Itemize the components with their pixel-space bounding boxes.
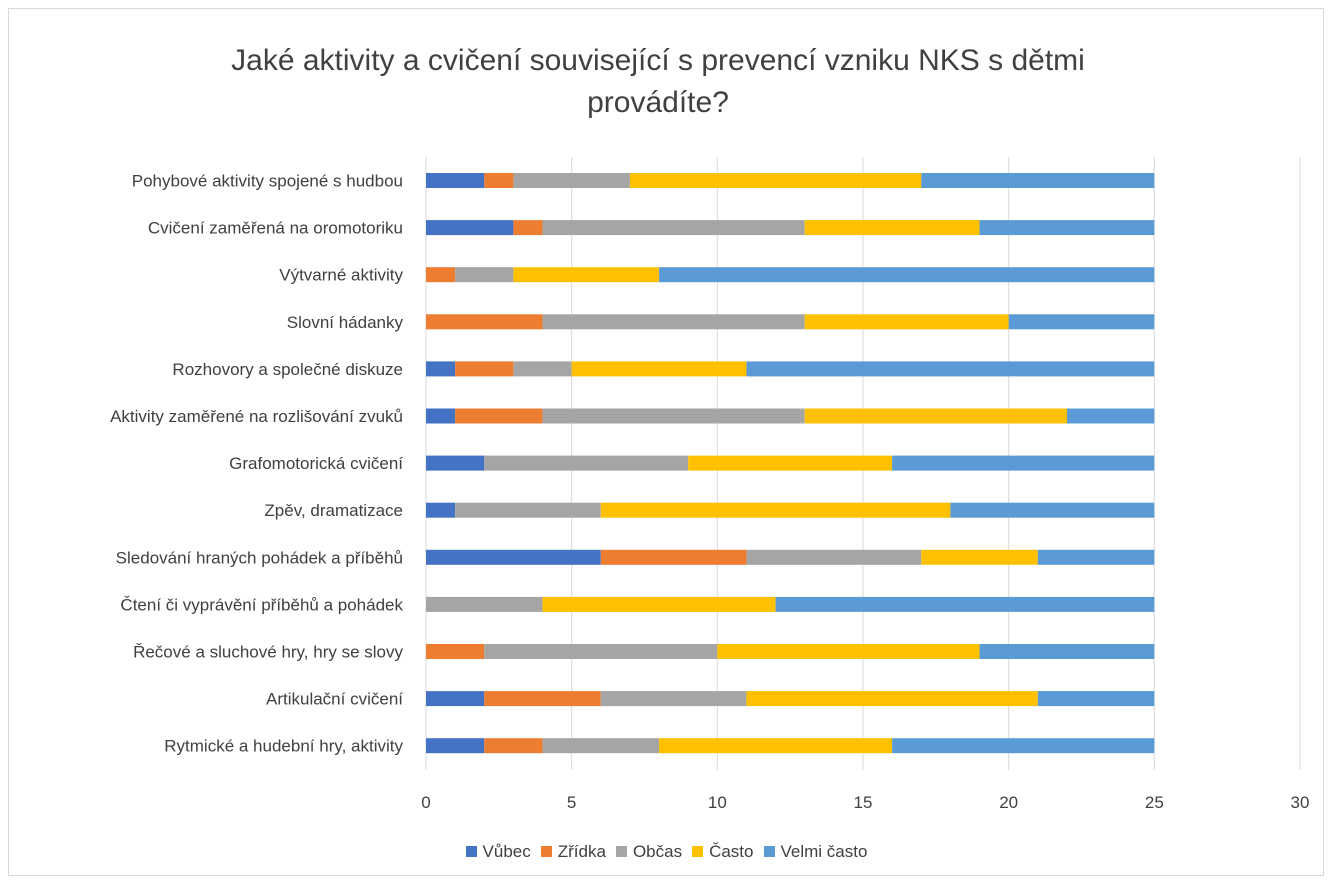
bar-segment (1008, 314, 1155, 330)
bar-segment (455, 502, 601, 518)
x-tick-label: 10 (708, 793, 727, 812)
bar-segment (921, 549, 1038, 565)
category-label: Řečové a sluchové hry, hry se slovy (133, 643, 403, 662)
legend-item: Často (692, 842, 754, 862)
chart-frame (8, 8, 1324, 876)
chart-legend: Vůbec Zřídka Občas Často Velmi často (0, 842, 1333, 862)
bar-segment (746, 549, 922, 565)
category-label: Sledování hraných pohádek a příběhů (116, 548, 403, 567)
bar-segment (542, 738, 660, 754)
bar-segment (892, 455, 1155, 471)
x-tick-label: 15 (854, 793, 873, 812)
bar-segment (426, 596, 543, 612)
bar-segment (688, 455, 893, 471)
category-label: Grafomotorická cvičení (229, 454, 403, 473)
category-label: Rozhovory a společné diskuze (172, 360, 403, 379)
legend-swatch (465, 846, 477, 857)
bar-segment (484, 173, 514, 188)
bar-segment (455, 361, 514, 377)
category-label: Rytmické a hudební hry, aktivity (164, 737, 403, 756)
bar-segment (513, 220, 543, 236)
bar-segment (426, 738, 485, 754)
legend-item: Vůbec (465, 842, 531, 862)
bar-segment (979, 644, 1155, 659)
legend-swatch (540, 846, 552, 857)
bar-segment (513, 267, 660, 283)
bar-segment (1037, 549, 1155, 565)
category-label: Aktivity zaměřené na rozlišování zvuků (110, 407, 403, 426)
bar-segment (513, 361, 572, 377)
category-label: Cvičení zaměřená na oromotoriku (148, 219, 403, 238)
bar-segment (426, 691, 485, 707)
bar-segment (426, 644, 485, 659)
bar-segment (1066, 408, 1155, 424)
legend-item: Zřídka (540, 842, 606, 862)
x-tick-label: 0 (421, 793, 430, 812)
bar-segment (746, 691, 1038, 707)
category-label: Zpěv, dramatizace (264, 501, 403, 520)
bar-segment (426, 549, 601, 565)
legend-item: Občas (615, 842, 683, 862)
bar-segment (717, 644, 980, 659)
legend-label: Velmi často (780, 842, 868, 861)
x-tick-label: 30 (1291, 793, 1310, 812)
bar-segment (950, 502, 1155, 518)
bar-segment (600, 549, 747, 565)
category-label: Výtvarné aktivity (279, 266, 403, 285)
chart-title: Jaké aktivity a cvičení související s pr… (0, 40, 1316, 124)
bar-segment (659, 267, 1155, 283)
bar-segment (426, 314, 543, 330)
bar-segment (571, 361, 747, 377)
category-label: Čtení či vyprávění příběhů a pohádek (120, 595, 403, 614)
bar-segment (746, 361, 1155, 377)
legend-swatch (692, 846, 704, 857)
bar-segment (426, 361, 456, 377)
bar-segment (455, 267, 514, 283)
bar-segment (979, 220, 1155, 236)
bar-segment (600, 691, 747, 707)
bar-segment (804, 314, 1009, 330)
legend-label: Vůbec (482, 842, 531, 861)
bar-segment (775, 596, 1155, 612)
category-label: Pohybové aktivity spojené s hudbou (132, 172, 403, 191)
bar-segment (426, 173, 485, 188)
legend-label: Občas (632, 842, 683, 861)
chart-title-line-2: provádíte? (587, 86, 729, 119)
bar-segment (921, 173, 1155, 188)
bar-segment (484, 738, 543, 754)
bar-segment (542, 408, 805, 424)
category-label: Slovní hádanky (287, 313, 404, 332)
legend-item: Velmi často (763, 842, 868, 862)
bar-segment (455, 408, 543, 424)
x-tick-label: 20 (999, 793, 1018, 812)
bar-segment (542, 596, 776, 612)
bar-segment (484, 455, 689, 471)
bar-segment (513, 173, 630, 188)
bar-segment (426, 267, 456, 283)
bar-segment (484, 691, 601, 707)
legend-swatch (763, 846, 775, 857)
bar-segment (804, 220, 980, 236)
bar-segment (426, 455, 485, 471)
category-label: Artikulační cvičení (266, 690, 403, 709)
chart-title-line-1: Jaké aktivity a cvičení související s pr… (231, 44, 1085, 77)
bar-segment (542, 314, 805, 330)
x-tick-label: 5 (567, 793, 576, 812)
bar-segment (426, 220, 514, 236)
bar-segment (600, 502, 951, 518)
bar-segment (629, 173, 922, 188)
legend-label: Často (709, 842, 754, 861)
bar-segment (892, 738, 1155, 754)
bar-segment (659, 738, 893, 754)
bar-segment (484, 644, 718, 659)
bar-segment (426, 408, 456, 424)
x-tick-label: 25 (1145, 793, 1164, 812)
bar-segment (1037, 691, 1155, 707)
legend-label: Zřídka (557, 842, 606, 861)
bar-segment (426, 502, 456, 518)
legend-swatch (615, 846, 627, 857)
bar-segment (804, 408, 1067, 424)
bar-segment (542, 220, 805, 236)
